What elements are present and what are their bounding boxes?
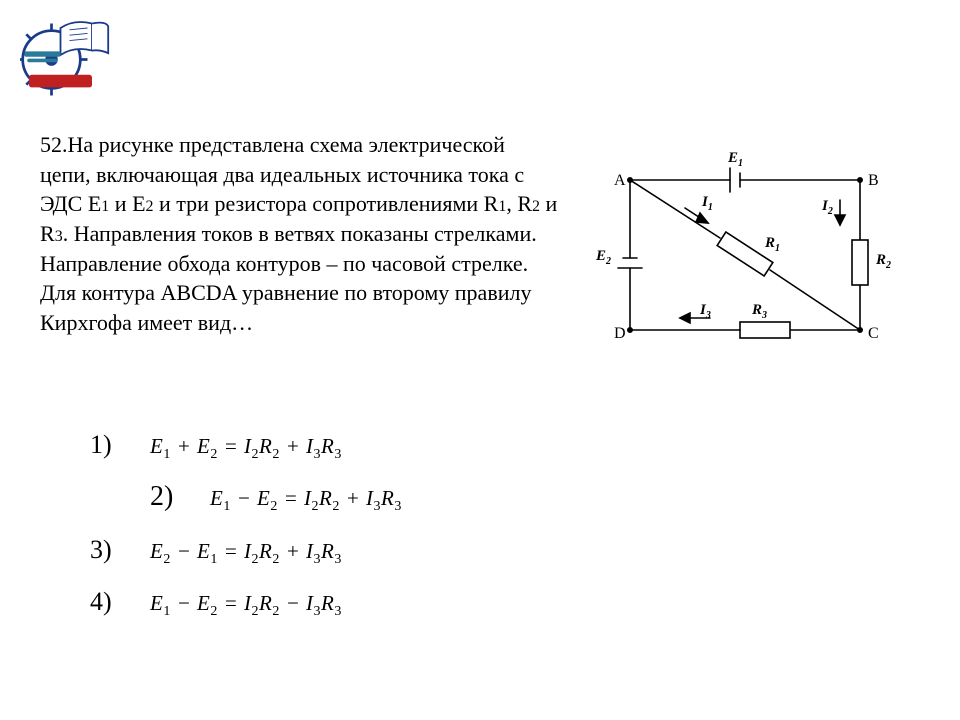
i2-label: I2 — [822, 198, 833, 217]
e2-label: E2 — [596, 248, 611, 267]
r3-label: R3 — [752, 302, 767, 321]
r2-label: R2 — [876, 252, 891, 271]
node-b-label: B — [868, 172, 879, 190]
answer-4: 4) E1 − E2 = I2R2 − I3R3 — [90, 587, 402, 620]
r1-label: R1 — [765, 235, 780, 254]
answer-4-num: 4) — [90, 587, 150, 617]
answer-1-num: 1) — [90, 430, 150, 460]
university-logo — [20, 10, 110, 100]
e1-label: E1 — [728, 150, 743, 169]
answer-3-eq: E2 − E1 = I2R2 + I3R3 — [150, 539, 342, 568]
node-c-label: C — [868, 325, 879, 343]
circuit-diagram: A B C D E1 E2 R1 R2 R3 I1 I2 I3 — [590, 150, 900, 360]
answer-4-eq: E1 − E2 = I2R2 − I3R3 — [150, 591, 342, 620]
answer-3: 3) E2 − E1 = I2R2 + I3R3 — [90, 535, 402, 568]
answer-1: 1) E1 + E2 = I2R2 + I3R3 — [90, 430, 402, 463]
answer-3-num: 3) — [90, 535, 150, 565]
answer-list: 1) E1 + E2 = I2R2 + I3R3 2) E1 − E2 = I2… — [90, 430, 402, 638]
page: 52.На рисунке представлена схема электри… — [0, 0, 960, 720]
answer-1-eq: E1 + E2 = I2R2 + I3R3 — [150, 434, 342, 463]
answer-2-num: 2) — [150, 481, 210, 513]
answer-2-eq: E1 − E2 = I2R2 + I3R3 — [210, 486, 402, 515]
answer-2: 2) E1 − E2 = I2R2 + I3R3 — [150, 481, 402, 515]
node-a-label: A — [614, 172, 626, 190]
node-d-label: D — [614, 325, 626, 343]
problem-text: 52.На рисунке представлена схема электри… — [40, 130, 560, 338]
i1-label: I1 — [702, 194, 713, 213]
i3-label: I3 — [700, 302, 711, 321]
